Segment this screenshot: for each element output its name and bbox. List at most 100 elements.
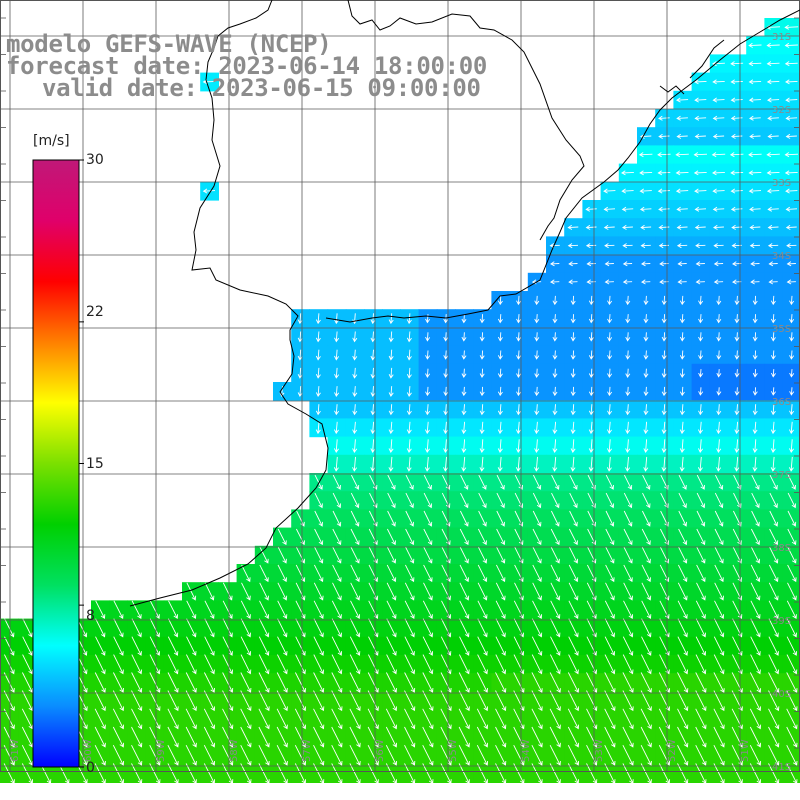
wind-arrow	[714, 492, 724, 509]
wind-arrow	[441, 528, 451, 546]
wind-arrow	[731, 763, 743, 784]
wind-arrow	[605, 510, 615, 527]
wind-arrow	[497, 368, 503, 378]
wind-arrow	[386, 636, 397, 656]
wind-arrow	[276, 726, 288, 748]
wind-arrow	[352, 404, 358, 416]
wind-arrow	[334, 331, 340, 343]
wind-arrow	[352, 439, 358, 453]
wind-arrow	[768, 582, 779, 601]
wind-arrow	[693, 170, 707, 176]
wind-arrow	[370, 421, 376, 435]
wind-arrow	[461, 332, 467, 342]
wind-arrow	[406, 404, 412, 416]
wind-arrow	[658, 133, 670, 139]
wind-arrow	[443, 368, 449, 378]
wind-arrow	[716, 387, 722, 396]
wind-arrow	[714, 474, 724, 490]
wind-arrow	[787, 564, 797, 583]
wind-arrow	[787, 546, 797, 564]
wind-arrow	[367, 672, 379, 693]
wind-arrow	[675, 170, 689, 176]
wind-arrow	[204, 636, 215, 656]
wind-arrow	[459, 582, 470, 601]
wind-arrow	[604, 279, 614, 285]
wind-arrow	[749, 243, 761, 249]
wind-arrow	[425, 368, 431, 378]
wind-cell	[782, 673, 800, 692]
wind-arrow	[767, 133, 779, 139]
wind-arrow	[604, 690, 616, 712]
wind-arrow	[623, 600, 634, 619]
wind-arrow	[113, 654, 124, 675]
wind-arrow	[497, 386, 503, 397]
wind-arrow	[386, 546, 397, 564]
wind-arrow	[495, 672, 507, 693]
wind-arrow	[4, 618, 15, 638]
wind-arrow	[638, 152, 653, 158]
wind-arrow	[515, 439, 521, 453]
wind-arrow	[658, 243, 670, 249]
wind-arrow	[95, 600, 106, 619]
wind-arrow	[534, 314, 540, 324]
wind-arrow	[94, 654, 106, 675]
wind-arrow	[749, 726, 762, 748]
wind-arrow	[750, 618, 761, 638]
wind-arrow	[568, 261, 578, 267]
wind-arrow	[368, 636, 379, 656]
wind-arrow	[623, 582, 633, 601]
wind-arrow	[479, 368, 485, 378]
wind-arrow	[695, 690, 707, 712]
wind-arrow	[695, 279, 705, 285]
wind-arrow	[696, 546, 706, 564]
wind-arrow	[515, 421, 521, 435]
wind-arrow	[534, 350, 540, 360]
wind-cell	[782, 491, 800, 510]
wind-arrow	[222, 636, 233, 656]
wind-arrow	[352, 421, 358, 435]
wind-arrow	[331, 744, 343, 766]
longitude-label: 53W	[594, 739, 605, 762]
wind-arrow	[331, 672, 343, 693]
wind-arrow	[730, 79, 743, 85]
wind-arrow	[768, 763, 780, 784]
wind-arrow	[94, 726, 106, 748]
wind-arrow	[496, 492, 505, 509]
wind-arrow	[222, 708, 234, 730]
wind-arrow	[350, 474, 360, 490]
wind-arrow	[477, 600, 488, 619]
wind-arrow	[679, 404, 685, 416]
wind-arrow	[749, 690, 762, 712]
latitude-labels: 31S 32S 33S 34S 35S 36S 37S 38S 39S 40S 41S	[772, 32, 791, 773]
wind-arrow	[424, 421, 430, 435]
wind-arrow	[641, 564, 651, 583]
wind-arrow	[643, 368, 649, 378]
wind-arrow	[367, 726, 379, 748]
wind-arrow	[623, 546, 633, 564]
wind-arrow	[149, 763, 161, 784]
wind-arrow	[532, 474, 542, 490]
wind-arrow	[767, 206, 779, 212]
wind-arrow	[734, 295, 740, 306]
wind-arrow	[713, 654, 725, 675]
wind-arrow	[297, 386, 303, 397]
wind-arrow	[406, 367, 412, 379]
wind-arrow	[131, 763, 143, 784]
wind-arrow	[784, 61, 798, 67]
wind-arrow	[786, 726, 798, 748]
wind-arrow	[258, 744, 270, 766]
wind-arrow	[695, 261, 705, 267]
wind-arrow	[404, 763, 416, 784]
longitude-label: 52W	[667, 739, 678, 762]
wind-arrow	[112, 744, 125, 766]
wind-arrow	[550, 510, 560, 527]
wind-arrow	[112, 763, 125, 784]
wind-arrow	[531, 654, 543, 675]
wind-arrow	[422, 600, 433, 619]
wind-arrow	[751, 492, 760, 509]
wind-arrow	[204, 618, 215, 638]
wind-arrow	[497, 456, 503, 472]
wind-arrow	[570, 456, 576, 472]
wind-arrow	[423, 474, 432, 490]
wind-arrow	[368, 510, 378, 527]
